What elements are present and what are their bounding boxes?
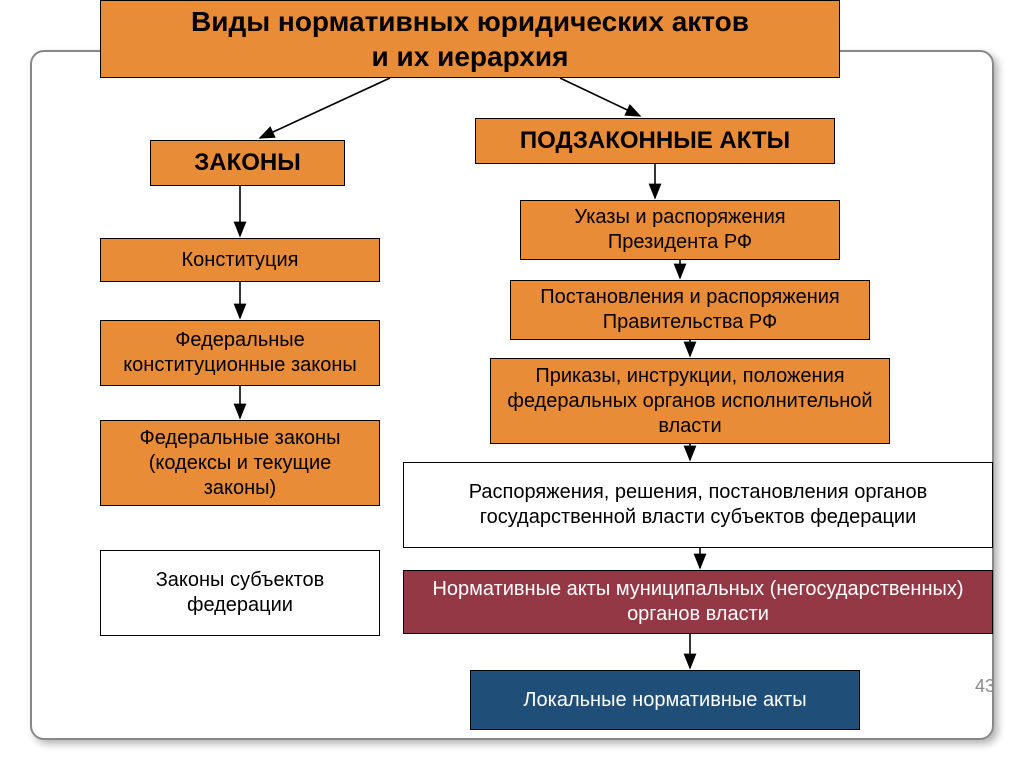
federal-constitutional-laws-box: Федеральные конституционные законы [100,320,380,386]
title-line1: Виды нормативных юридических актов [191,4,749,39]
regional-orders-box: Распоряжения, решения, постановления орг… [403,462,993,548]
federal-orders-box: Приказы, инструкции, положения федеральн… [490,358,890,444]
president-decrees-box: Указы и распоряжения Президента РФ [520,200,840,260]
laws-header: ЗАКОНЫ [150,140,345,186]
page-number: 43 [975,676,995,697]
regional-laws-box: Законы субъектов федерации [100,550,380,636]
federal-laws-box: Федеральные законы (кодексы и текущие за… [100,420,380,506]
municipal-acts-box: Нормативные акты муниципальных (негосуда… [403,570,993,634]
local-acts-box: Локальные нормативные акты [470,670,860,730]
title-box: Виды нормативных юридических актов и их … [100,0,840,78]
constitution-box: Конституция [100,238,380,282]
bylaws-header: ПОДЗАКОННЫЕ АКТЫ [475,118,835,164]
government-decrees-box: Постановления и распоряжения Правительст… [510,280,870,340]
title-line2: и их иерархия [191,39,749,74]
